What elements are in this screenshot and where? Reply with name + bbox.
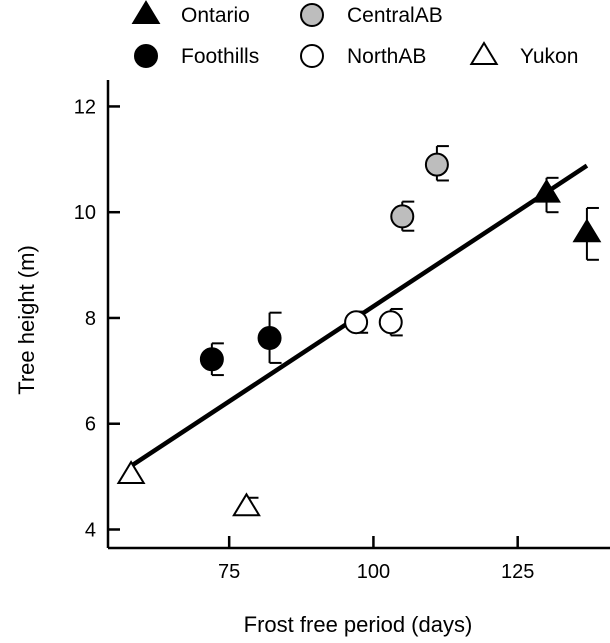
plot-frame bbox=[106, 80, 610, 550]
centralab-point-0 bbox=[390, 204, 415, 229]
ontario-point-0 bbox=[532, 178, 561, 203]
foothills-point-0 bbox=[199, 347, 224, 372]
y-tick-label-10: 10 bbox=[74, 202, 96, 224]
y-axis: 4 6 8 10 12 bbox=[74, 96, 120, 541]
x-tick-label-125: 125 bbox=[501, 561, 534, 583]
legend-marker-foothills bbox=[134, 44, 158, 68]
legend-marker-centralab bbox=[300, 3, 324, 27]
legend-marker-ontario bbox=[131, 0, 161, 24]
centralab-point-1 bbox=[424, 152, 449, 177]
legend-marker-northab bbox=[300, 44, 324, 68]
legend-label-foothills: Foothills bbox=[181, 45, 259, 68]
y-tick-label-6: 6 bbox=[85, 414, 96, 436]
northab-point-0 bbox=[344, 310, 369, 335]
legend-marker-yukon bbox=[469, 41, 499, 65]
yukon-point-0 bbox=[116, 460, 146, 484]
ontario-point-1 bbox=[572, 218, 602, 243]
x-axis-label: Frost free period (days) bbox=[244, 612, 473, 637]
x-tick-label-100: 100 bbox=[357, 561, 390, 583]
y-axis-label: Tree height (m) bbox=[14, 245, 39, 395]
yukon-point-1 bbox=[232, 492, 261, 517]
x-tick-label-75: 75 bbox=[218, 561, 240, 583]
y-tick-label-8: 8 bbox=[85, 308, 96, 330]
data-points bbox=[116, 145, 602, 517]
legend-label-ontario: Ontario bbox=[181, 4, 250, 27]
x-axis: 75 100 125 bbox=[218, 536, 534, 583]
foothills-point-1 bbox=[257, 326, 282, 351]
legend-label-northab: NorthAB bbox=[347, 45, 426, 68]
legend-label-centralab: CentralAB bbox=[347, 4, 443, 27]
y-tick-label-4: 4 bbox=[85, 519, 96, 541]
y-tick-label-12: 12 bbox=[74, 96, 96, 118]
legend: Ontario CentralAB Foothills NorthAB Yukon bbox=[131, 0, 578, 68]
legend-label-yukon: Yukon bbox=[520, 45, 578, 68]
northab-point-1 bbox=[378, 310, 403, 335]
